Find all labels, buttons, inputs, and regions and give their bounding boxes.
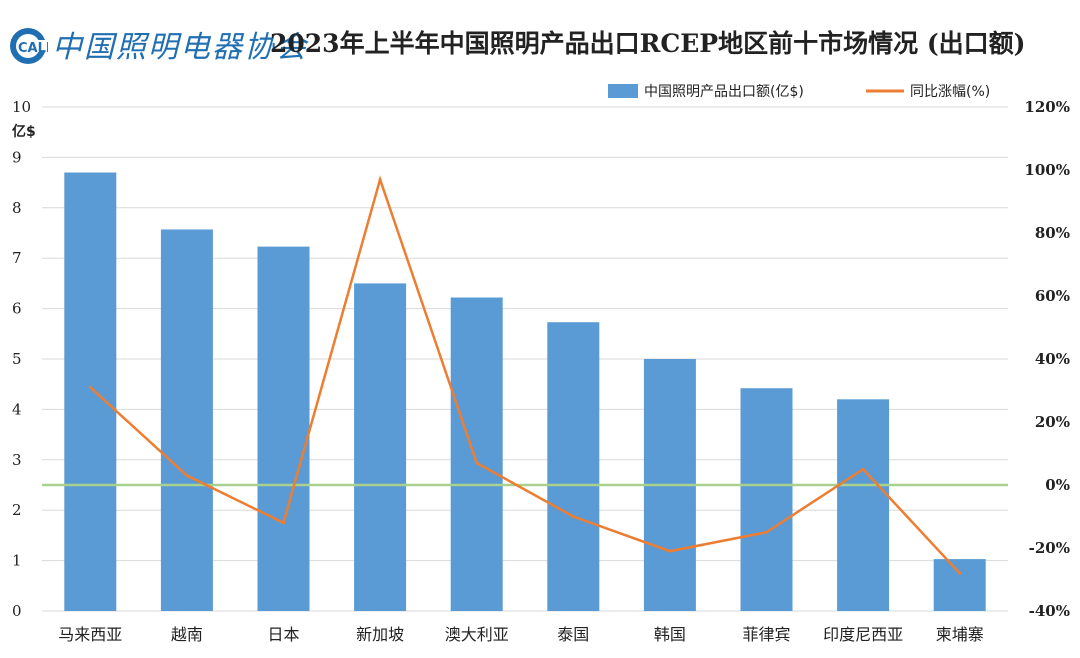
header: CALI 中国照明电器协会 2023年上半年中国照明产品出口RCEP地区前十市场…: [0, 0, 1080, 80]
growth-line: [89, 175, 961, 575]
legend-line-label: 同比涨幅(%): [910, 84, 990, 100]
legend-bar-swatch: [608, 84, 638, 98]
bar: [160, 229, 213, 612]
x-tick-label: 日本: [267, 625, 299, 644]
legend: 中国照明产品出口额(亿$) 同比涨幅(%): [608, 84, 990, 100]
line-point: [765, 530, 768, 534]
y-tick-right: 40%: [1035, 350, 1070, 368]
bar: [547, 322, 600, 611]
chart-title: 2023年上半年中国照明产品出口RCEP地区前十市场情况 (出口额): [270, 29, 1026, 58]
y-tick-left: 8: [12, 199, 22, 217]
y-axis-right: -40% -20% 0% 20% 40% 60% 80% 100% 120%: [1024, 98, 1070, 620]
y-tick-right: 100%: [1024, 161, 1070, 179]
bar: [64, 172, 117, 611]
y-tick-left: 4: [12, 400, 22, 418]
x-tick-label: 韩国: [654, 625, 686, 644]
y-tick-left: 3: [12, 451, 22, 469]
x-tick-label: 马来西亚: [58, 625, 122, 644]
logo-text: 中国照明电器协会: [52, 30, 308, 65]
y-tick-left: 9: [12, 148, 22, 166]
cali-logo-icon: CALI: [10, 28, 48, 64]
y-tick-left: 0: [12, 602, 22, 620]
x-tick-label: 泰国: [557, 625, 589, 644]
y-tick-left: 7: [12, 249, 22, 267]
line-point: [668, 549, 672, 553]
x-tick-label: 菲律宾: [742, 625, 790, 644]
x-tick-label: 澳大利亚: [445, 625, 509, 644]
y-axis-left-unit: 亿$: [12, 123, 36, 140]
y-tick-right: -40%: [1029, 602, 1070, 620]
bar: [354, 283, 407, 611]
x-tick-label: 印度尼西亚: [823, 625, 903, 644]
logo-abbr: CALI: [18, 41, 48, 56]
y-tick-right: 20%: [1035, 413, 1070, 431]
x-tick-label: 新加坡: [356, 625, 404, 644]
y-tick-right: -20%: [1029, 539, 1070, 557]
x-tick-label: 柬埔寨: [936, 625, 984, 644]
line-point: [475, 461, 479, 465]
y-tick-left: 10: [12, 98, 31, 116]
y-tick-right: 80%: [1035, 224, 1070, 242]
bar: [837, 399, 890, 611]
y-tick-right: 60%: [1035, 287, 1070, 305]
line-point: [958, 571, 962, 575]
line-series: [88, 175, 962, 575]
legend-bar-label: 中国照明产品出口额(亿$): [644, 84, 804, 100]
bar: [740, 388, 793, 611]
line-point: [185, 474, 189, 478]
line-point: [861, 467, 865, 471]
y-tick-left: 1: [12, 552, 22, 570]
bar: [450, 297, 503, 611]
x-axis: 马来西亚 越南 日本 新加坡 澳大利亚 泰国 韩国 菲律宾 印度尼西亚 柬埔寨: [58, 625, 983, 644]
y-tick-left: 5: [12, 350, 22, 368]
x-tick-label: 越南: [171, 625, 203, 644]
line-point: [88, 385, 92, 389]
bar: [257, 246, 310, 611]
y-tick-left: 2: [12, 501, 22, 519]
line-point: [378, 177, 382, 181]
line-point: [571, 515, 575, 518]
y-tick-right: 0%: [1045, 476, 1070, 494]
y-tick-right: 120%: [1024, 98, 1070, 116]
bar: [933, 559, 986, 611]
y-tick-left: 6: [12, 300, 22, 318]
line-point: [282, 521, 285, 525]
y-axis-left: 0 1 2 3 4 5 6 7 8 9 10: [12, 98, 31, 620]
bar-series: [64, 172, 986, 612]
